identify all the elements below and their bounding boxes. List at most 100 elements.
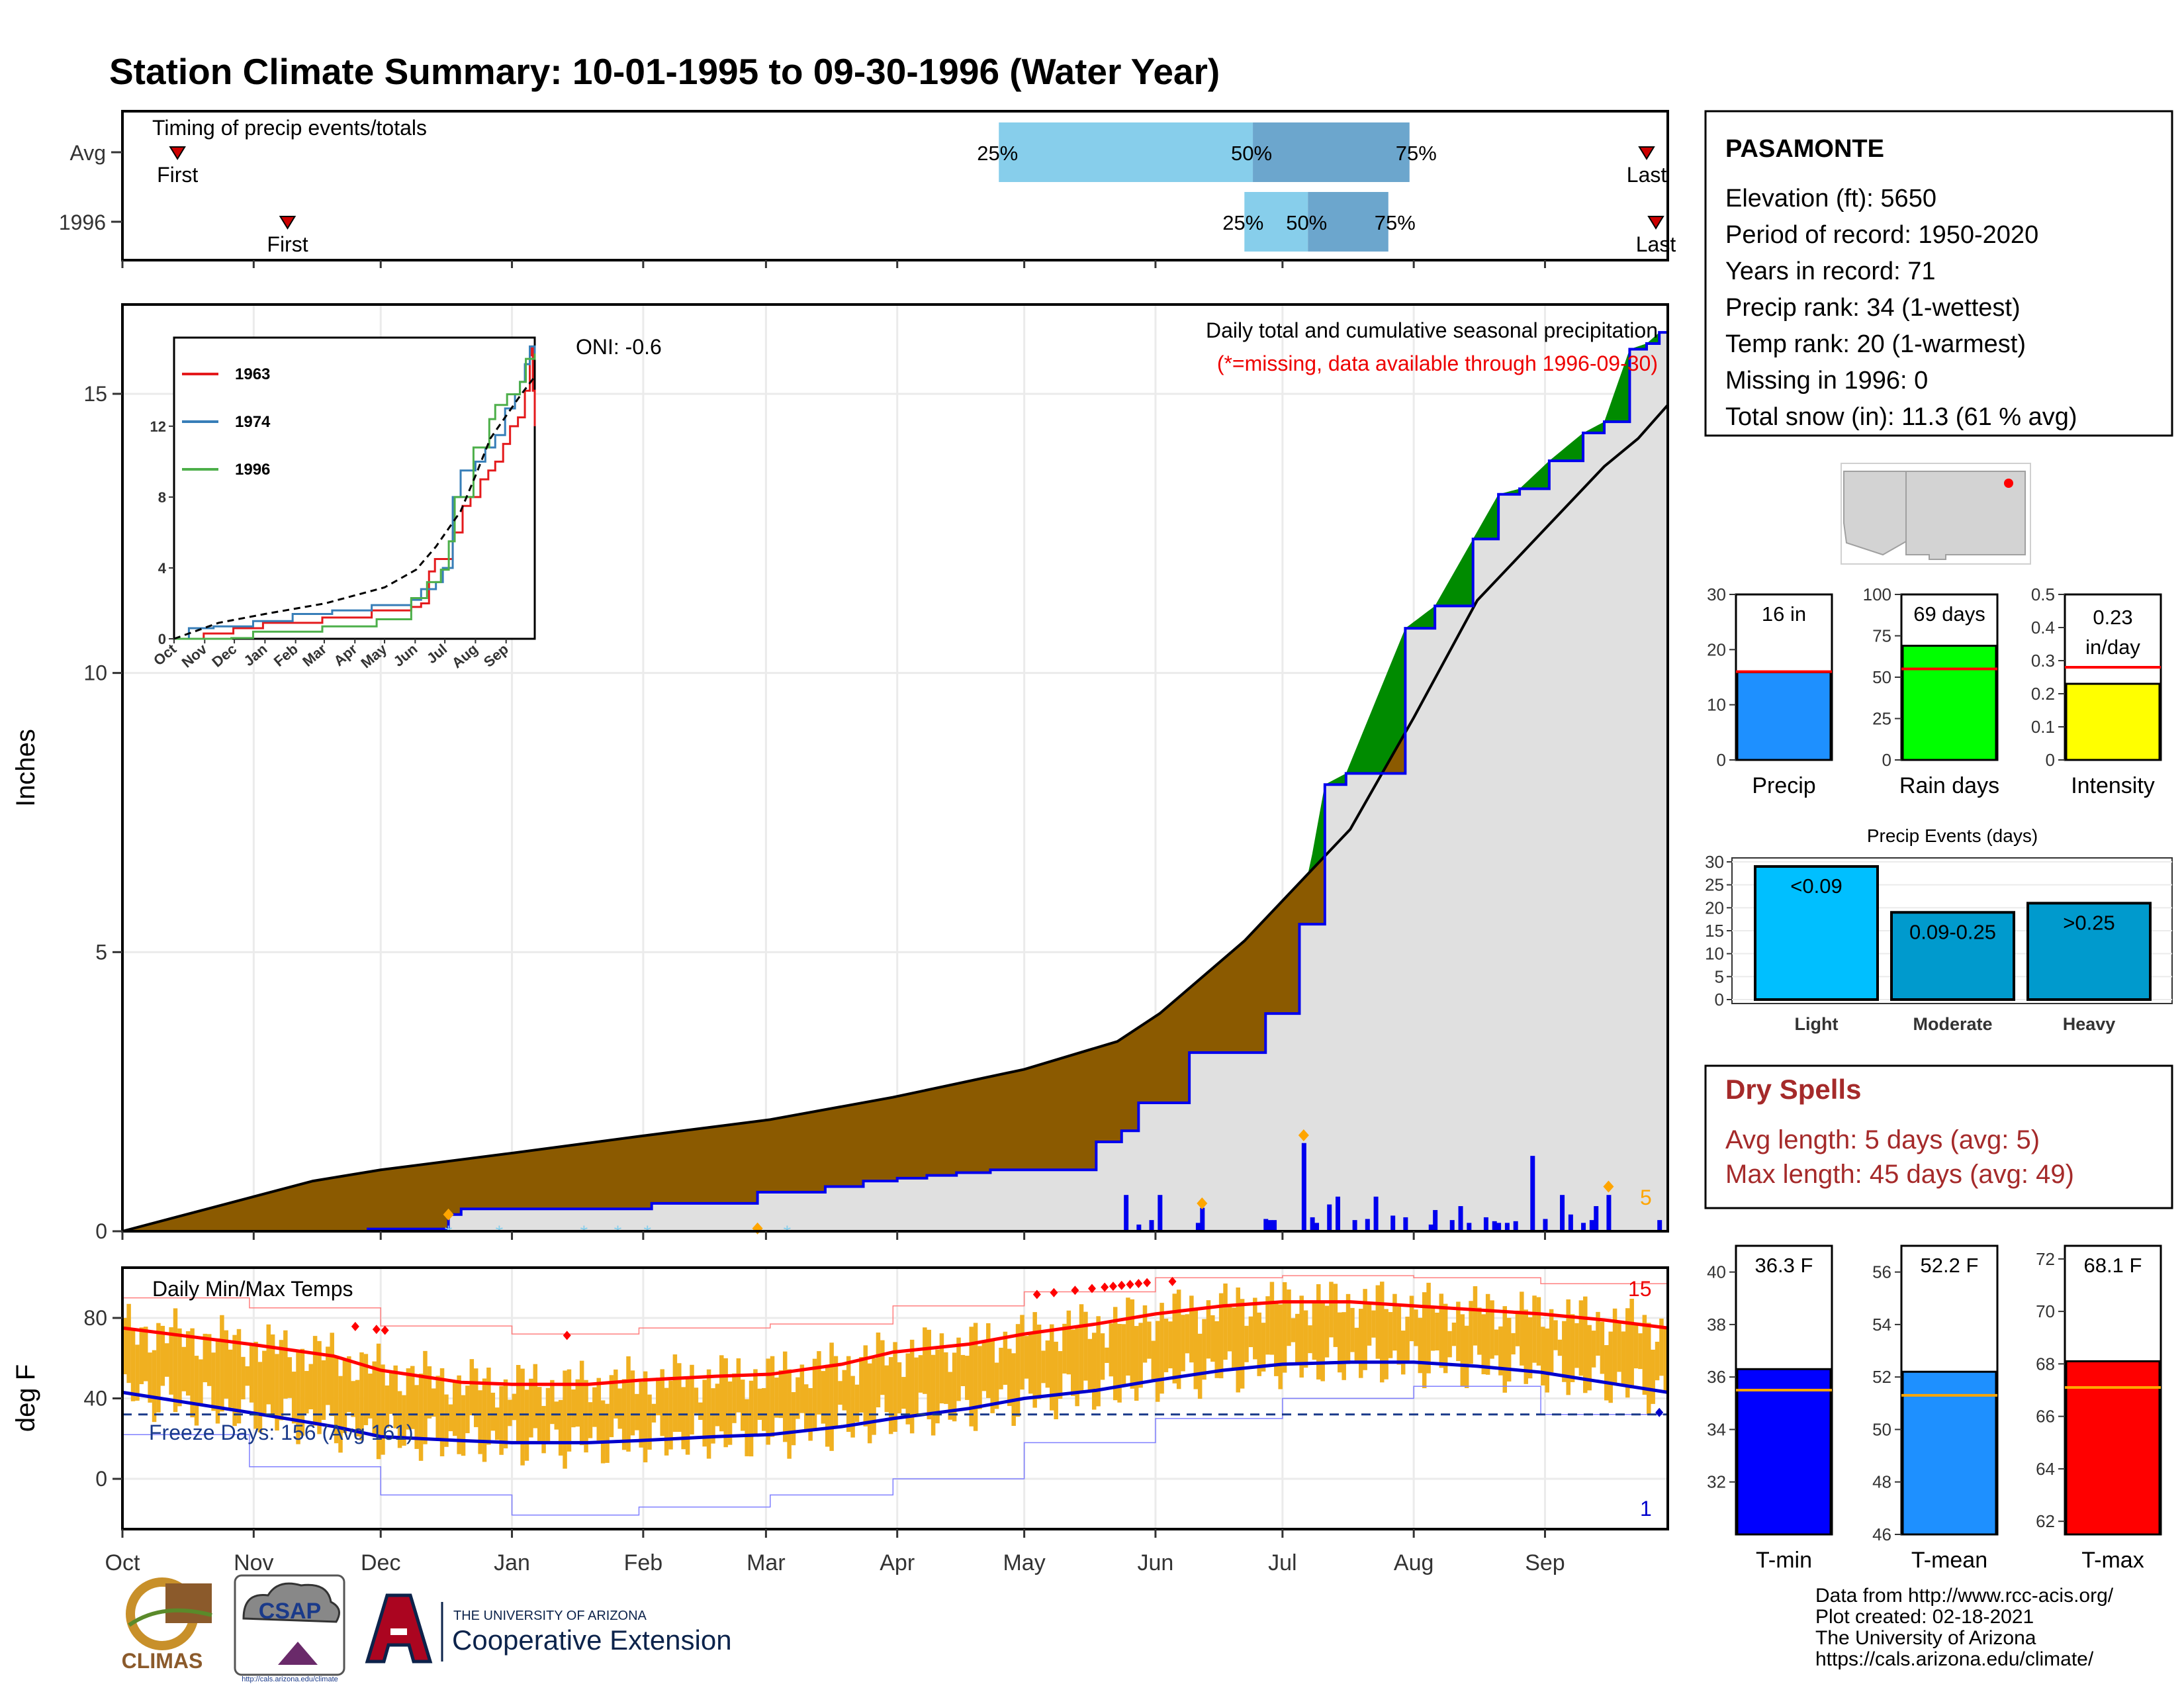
- climas-wordmark: CLIMAS: [122, 1649, 203, 1673]
- daily-temp-range-bar: [1469, 1301, 1473, 1364]
- daily-temp-range-bar: [1134, 1326, 1139, 1401]
- daily-temp-range-bar: [541, 1405, 546, 1454]
- daily-temp-range-bar: [524, 1389, 529, 1461]
- summary-y-tick-label: 100: [1863, 585, 1891, 604]
- daily-temp-range-bar: [494, 1407, 500, 1440]
- daily-temp-range-bar: [1338, 1312, 1342, 1373]
- daily-temp-range-bar: [347, 1356, 351, 1413]
- daily-temp-range-bar: [203, 1333, 208, 1383]
- daily-temp-range-bar: [1257, 1312, 1261, 1376]
- daily-temp-range-bar: [190, 1328, 195, 1418]
- daily-precip-bar: [1149, 1220, 1154, 1231]
- daily-temp-range-bar: [1439, 1293, 1444, 1368]
- daily-temp-range-bar: [1405, 1317, 1410, 1361]
- daily-temp-range-bar: [656, 1378, 660, 1416]
- daily-temp-range-bar: [126, 1303, 131, 1383]
- daily-temp-range-bar: [901, 1377, 906, 1409]
- daily-temp-range-bar: [1100, 1333, 1105, 1380]
- daily-temp-range-bar: [1604, 1345, 1609, 1401]
- events-y-tick-label: 5: [1715, 966, 1724, 986]
- daily-temp-range-bar: [1163, 1319, 1169, 1372]
- daily-temp-range-bar: [621, 1379, 627, 1450]
- first-event-marker: [279, 216, 296, 230]
- summary-y-tick-label: 66: [2036, 1407, 2055, 1427]
- daily-temp-range-bar: [1400, 1331, 1406, 1375]
- daily-temp-range-bar: [554, 1401, 559, 1430]
- footer-created: Plot created: 02-18-2021: [1815, 1606, 2034, 1628]
- daily-temp-range-bar: [410, 1366, 415, 1429]
- station-info-box: PASAMONTE Elevation (ft): 5650 Period of…: [1704, 110, 2173, 437]
- inset-legend-label: 1974: [235, 413, 271, 431]
- avg-tmax-line: [122, 1300, 1668, 1386]
- summary-y-tick-label: 56: [1872, 1262, 1891, 1282]
- timing-frame: [121, 110, 1669, 261]
- daily-precip-bar: [1263, 1219, 1269, 1231]
- timing-pct-50: 50%: [1286, 211, 1327, 234]
- month-label: Sep: [1525, 1550, 1565, 1575]
- daily-temp-range-bar: [592, 1387, 597, 1427]
- daily-temp-range-bar: [1265, 1296, 1270, 1355]
- footer-credits: Data from http://www.rcc-acis.org/ Plot …: [1815, 1585, 2114, 1670]
- daily-temp-range-bar: [1109, 1323, 1114, 1377]
- daily-temp-range-bar: [1583, 1296, 1588, 1393]
- csap-wordmark: CSAP: [259, 1599, 321, 1624]
- summary-bar: [1736, 1368, 1832, 1536]
- daily-temp-range-bar: [1308, 1325, 1312, 1354]
- daily-precip-bar: [1657, 1220, 1662, 1231]
- record-high-marker: [372, 1325, 381, 1335]
- daily-temp-range-bar: [1253, 1297, 1257, 1360]
- daily-temp-range-bar: [512, 1393, 517, 1421]
- daily-temp-range-bar: [351, 1381, 355, 1417]
- summary-y-tick-label: 52: [1872, 1367, 1891, 1387]
- daily-temp-range-bar: [1126, 1297, 1130, 1376]
- daily-temp-range-bar: [1345, 1293, 1351, 1364]
- summary-category-label: T-min: [1756, 1548, 1812, 1573]
- ua-name: THE UNIVERSITY OF ARIZONA: [453, 1609, 647, 1623]
- daily-temp-range-bar: [1359, 1309, 1363, 1378]
- record-high-marker: [1168, 1276, 1177, 1286]
- daily-temp-range-bar: [643, 1371, 648, 1463]
- daily-temp-range-bar: [342, 1359, 347, 1433]
- summary-y-tick-label: 48: [1872, 1472, 1891, 1492]
- daily-temp-range-bar: [914, 1357, 919, 1417]
- summary-category-label: Intensity: [2071, 773, 2155, 798]
- daily-precip-bar: [1458, 1206, 1463, 1231]
- daily-temp-range-bar: [550, 1380, 555, 1425]
- ua-extension: Cooperative Extension: [452, 1624, 732, 1656]
- daily-temp-range-bar: [711, 1388, 715, 1444]
- timing-band-50-75: [1308, 192, 1388, 252]
- daily-temp-range-bar: [296, 1351, 300, 1444]
- timing-pct-75: 75%: [1396, 142, 1437, 165]
- daily-temp-range-bar: [1214, 1321, 1219, 1378]
- daily-temp-range-bar: [1058, 1351, 1063, 1399]
- inset-y-tick-label: 8: [158, 489, 166, 506]
- record-high-marker: [1032, 1289, 1041, 1299]
- daily-temp-range-bar: [241, 1356, 246, 1399]
- timing-band-50-75: [1253, 122, 1410, 182]
- daily-precip-bar: [1568, 1214, 1573, 1231]
- daily-precip-bar: [1606, 1195, 1612, 1231]
- summary-bar: [1901, 645, 1997, 761]
- daily-temp-range-bar: [545, 1387, 551, 1442]
- daily-temp-range-bar: [228, 1349, 233, 1408]
- daily-precip-bar: [1310, 1217, 1315, 1231]
- precip-frame: [121, 303, 1669, 1233]
- summary-y-tick-label: 46: [1872, 1524, 1891, 1544]
- summary-y-tick-label: 30: [1707, 585, 1726, 604]
- month-label: Aug: [1394, 1550, 1434, 1575]
- summary-category-label: Precip: [1752, 773, 1815, 798]
- daily-temp-range-bar: [715, 1383, 720, 1427]
- daily-temp-range-bar: [359, 1352, 364, 1441]
- daily-precip-bar: [1314, 1223, 1320, 1231]
- daily-precip-bar: [1390, 1215, 1396, 1231]
- daily-temp-range-bar: [761, 1387, 766, 1431]
- daily-temp-range-bar: [584, 1380, 588, 1453]
- daily-temp-range-bar: [291, 1372, 296, 1424]
- daily-temp-range-bar: [1142, 1305, 1148, 1363]
- daily-temp-range-bar: [177, 1328, 182, 1407]
- daily-temp-range-bar: [1520, 1291, 1524, 1366]
- dry-spells-max: Max length: 45 days (avg: 49): [1725, 1160, 2074, 1189]
- station-missing: Missing in 1996: 0: [1725, 367, 1928, 395]
- footer-source: Data from http://www.rcc-acis.org/: [1815, 1585, 2114, 1607]
- daily-max-marker: [1603, 1180, 1614, 1193]
